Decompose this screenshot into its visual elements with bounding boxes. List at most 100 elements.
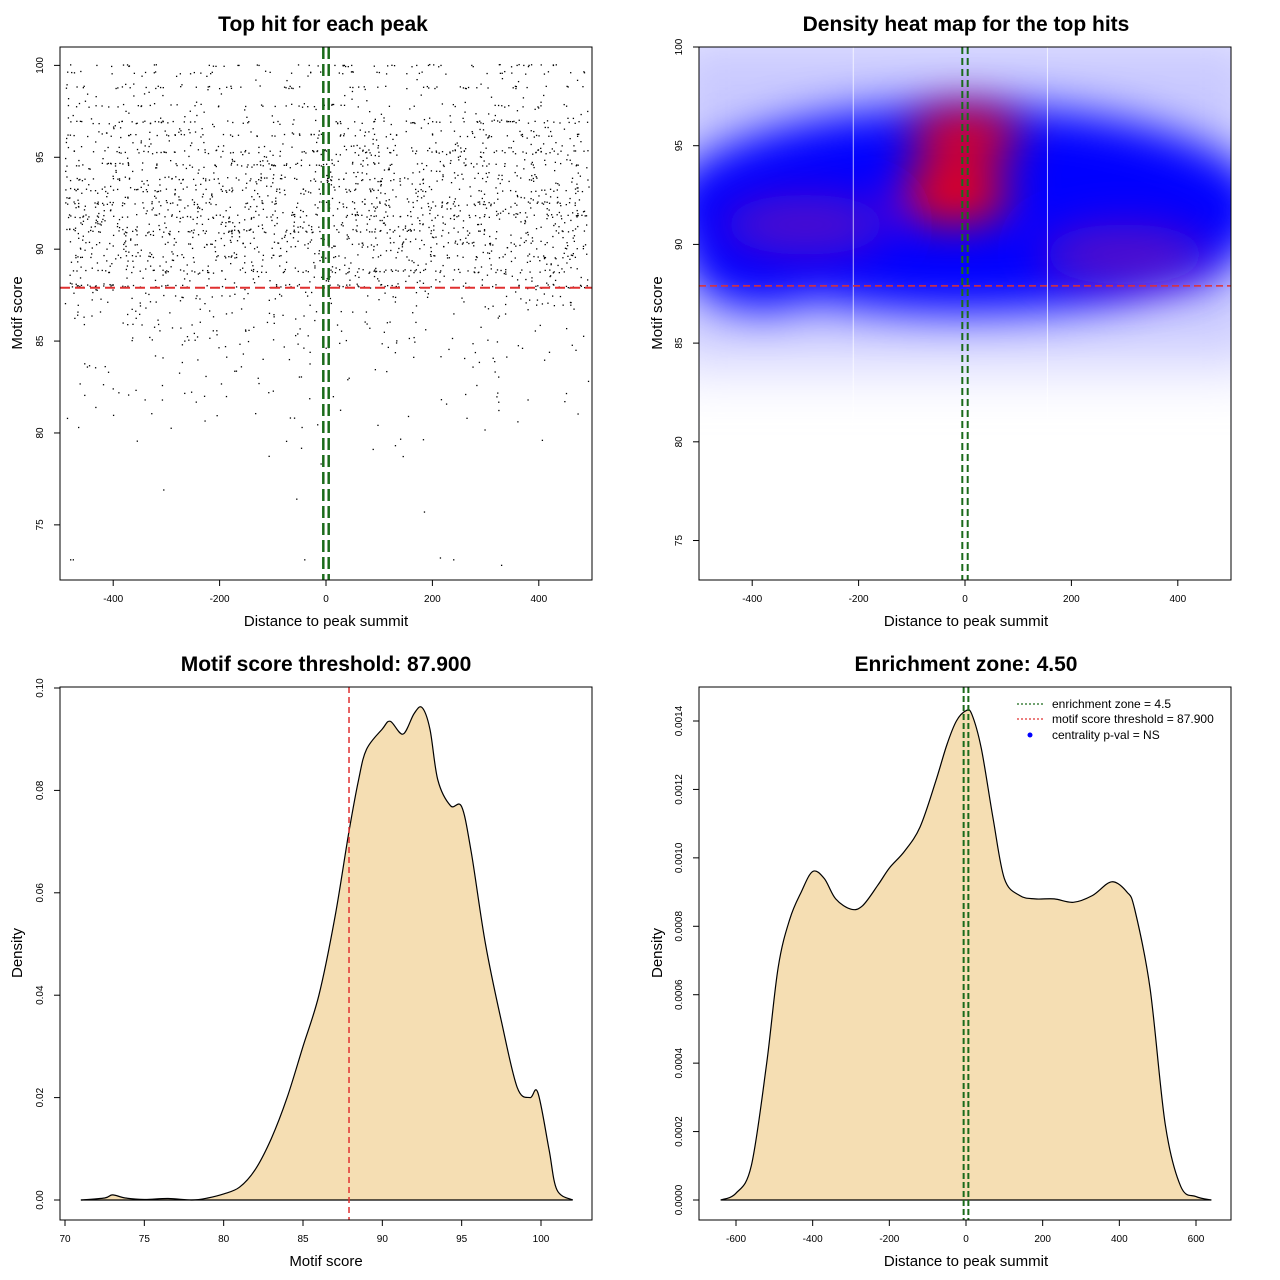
scatter-point: [318, 130, 321, 132]
scatter-point: [449, 152, 451, 154]
scatter-point: [307, 191, 310, 193]
scatter-point: [176, 255, 179, 257]
scatter-point: [533, 136, 535, 138]
scatter-point: [65, 157, 67, 160]
scatter-point: [516, 64, 518, 67]
scatter-point: [86, 93, 89, 95]
scatter-point: [346, 284, 348, 286]
scatter-point: [515, 213, 517, 215]
scatter-point: [137, 105, 139, 107]
scatter-point: [107, 146, 109, 149]
scatter-point: [139, 302, 141, 304]
scatter-point: [111, 263, 113, 265]
scatter-point: [92, 230, 94, 232]
scatter-point: [197, 211, 199, 213]
chart-title: Density heat map for the top hits: [803, 13, 1130, 36]
scatter-point: [238, 230, 240, 233]
scatter-point: [324, 149, 326, 151]
scatter-point: [516, 213, 519, 215]
y-tick-label: 0.0012: [674, 774, 685, 805]
scatter-point: [421, 239, 423, 242]
scatter-point: [547, 126, 549, 129]
scatter-point: [461, 297, 463, 299]
scatter-point: [279, 293, 281, 296]
scatter-point: [231, 231, 233, 233]
scatter-point: [289, 85, 291, 88]
scatter-point: [188, 155, 190, 158]
scatter-point: [143, 93, 146, 95]
scatter-point: [132, 284, 135, 287]
scatter-point: [256, 183, 258, 185]
scatter-point: [315, 108, 317, 111]
scatter-point: [339, 120, 342, 123]
scatter-point: [431, 151, 433, 153]
scatter-point: [329, 276, 331, 278]
scatter-point: [573, 145, 575, 147]
scatter-point: [544, 256, 547, 259]
scatter-point: [270, 185, 272, 188]
scatter-point: [447, 242, 450, 244]
scatter-point: [300, 192, 302, 195]
scatter-point: [537, 256, 539, 258]
scatter-point: [377, 424, 379, 427]
scatter-point: [349, 284, 351, 286]
scatter-point: [299, 216, 302, 218]
scatter-point: [491, 120, 493, 122]
scatter-point: [524, 159, 526, 161]
scatter-point: [123, 248, 125, 250]
scatter-point: [145, 307, 147, 309]
scatter-point: [587, 179, 589, 181]
scatter-point: [369, 188, 371, 190]
scatter-point: [549, 269, 551, 271]
scatter-point: [519, 272, 522, 274]
scatter-point: [180, 327, 182, 329]
scatter-point: [285, 164, 288, 166]
scatter-point: [555, 141, 557, 144]
scatter-point: [279, 247, 282, 250]
scatter-point: [533, 214, 535, 216]
scatter-point: [198, 169, 200, 171]
scatter-point: [244, 109, 246, 111]
scatter-point: [160, 205, 162, 207]
scatter-point: [180, 85, 182, 88]
scatter-point: [354, 189, 356, 191]
scatter-point: [104, 150, 106, 152]
scatter-point: [540, 64, 542, 66]
scatter-point: [256, 64, 258, 66]
scatter-point: [186, 186, 188, 188]
scatter-point: [294, 215, 296, 218]
scatter-point: [441, 205, 443, 207]
scatter-point: [584, 286, 586, 289]
scatter-point: [394, 144, 396, 147]
scatter-point: [361, 246, 363, 248]
scatter-point: [162, 94, 164, 97]
scatter-point: [118, 151, 121, 154]
scatter-point: [300, 164, 303, 167]
scatter-point: [583, 150, 585, 152]
scatter-point: [118, 230, 120, 232]
scatter-point: [193, 71, 195, 74]
scatter-point: [262, 105, 264, 107]
scatter-point: [513, 243, 515, 245]
scatter-point: [504, 303, 507, 306]
scatter-point: [454, 105, 456, 108]
scatter-point: [410, 122, 412, 124]
scatter-point: [129, 187, 132, 189]
scatter-point: [498, 401, 500, 403]
scatter-point: [77, 188, 79, 190]
scatter-point: [354, 121, 356, 123]
scatter-point: [189, 121, 192, 123]
y-tick-label: 95: [35, 151, 46, 163]
scatter-point: [80, 266, 82, 268]
scatter-point: [257, 377, 259, 379]
scatter-point: [342, 206, 345, 208]
scatter-point: [114, 162, 117, 165]
scatter-point: [100, 224, 102, 226]
scatter-point: [224, 225, 227, 227]
scatter-point: [497, 198, 499, 200]
scatter-point: [388, 199, 390, 201]
scatter-point: [573, 308, 575, 310]
scatter-point: [382, 222, 385, 224]
scatter-point: [345, 149, 348, 151]
scatter-point: [454, 143, 457, 146]
